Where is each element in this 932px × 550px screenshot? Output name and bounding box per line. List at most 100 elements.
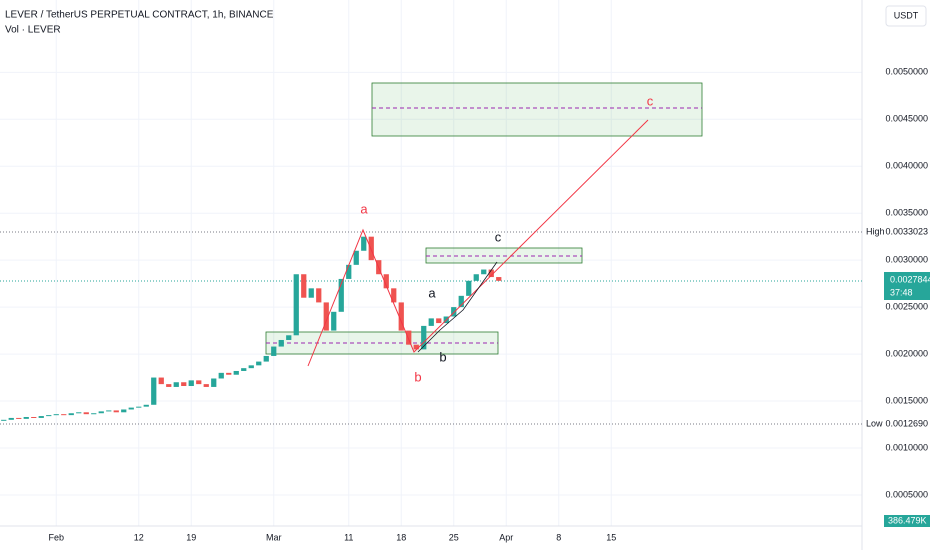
target-zone [371,82,703,137]
indicator-label: Vol · LEVER [5,25,61,36]
x-tick-label: Apr [499,532,513,542]
candle [211,378,217,387]
candle [233,370,239,375]
wave-label: a [428,285,436,300]
candle [31,416,37,418]
currency-label: USDT [894,10,919,20]
candle [226,372,232,375]
candle [488,269,494,278]
candle [473,274,479,281]
volume-label: 386.479K [888,515,927,525]
candle [188,380,194,387]
high-value: 0.0033023 [885,226,928,236]
candle [286,335,292,340]
candle [308,288,314,298]
candle [248,365,254,369]
candle [361,236,367,251]
candle [68,413,74,416]
candle [458,295,464,308]
wave-black-line [417,261,498,353]
candle [293,274,299,336]
y-tick-label: 0.0035000 [885,208,928,218]
candle [451,307,457,317]
y-tick-label: 0.0050000 [885,67,928,77]
high-label: High [866,226,885,236]
candle [271,346,277,356]
candle [83,412,89,415]
wave-label: b [414,369,421,384]
candle [436,318,442,324]
candle [218,372,224,379]
x-tick-label: 18 [396,532,406,542]
wave-label: b [439,349,446,364]
candle [121,409,127,413]
candle [323,302,329,331]
candle [278,339,284,347]
x-tick-label: 15 [606,532,616,542]
candle [241,368,247,371]
candle [53,414,59,416]
wave-label: c [647,93,654,108]
x-tick-label: 8 [556,532,561,542]
candle [1,419,7,421]
candle [316,288,322,303]
candle [106,410,112,412]
candle [263,355,269,362]
candle [481,269,487,275]
candle [256,361,262,366]
x-tick-label: 19 [186,532,196,542]
candle [346,264,352,279]
y-tick-label: 0.0020000 [885,348,928,358]
y-tick-label: 0.0040000 [885,161,928,171]
price-axis: 0.0005000 0.0010000 0.0015000 0.0020000 0.00… [885,67,928,500]
wave-label: a [360,201,368,216]
volume-box [884,515,930,527]
candle [158,377,164,385]
x-tick-label: 11 [344,532,353,542]
y-tick-label: 0.0045000 [885,114,928,124]
candle [151,377,157,405]
y-tick-label: 0.0030000 [885,255,928,265]
candle [181,382,187,387]
candle [166,384,172,387]
candle [136,406,142,408]
candle [143,404,149,407]
x-tick-label: 25 [449,532,459,542]
candle [383,274,389,289]
candle [76,412,82,414]
candle [331,311,337,331]
last-price-box [884,272,930,300]
candle [23,416,29,419]
candle [301,274,307,298]
currency-button[interactable] [885,5,927,27]
candle [16,417,22,419]
candle [428,318,434,326]
candle [98,411,104,414]
candle [496,277,502,281]
candle [338,278,344,312]
low-label: Low [866,418,883,428]
last-price: 0.0027844 [890,274,932,284]
candle [61,414,67,416]
candle [91,413,97,415]
candle [421,325,427,350]
low-value: 0.0012690 [885,418,928,428]
candle [368,236,374,261]
countdown: 37:48 [890,287,913,297]
candle [46,415,52,417]
candle [8,417,14,420]
candle [196,380,202,385]
x-tick-label: 12 [134,532,144,542]
candle [398,302,404,331]
candle [113,410,119,413]
x-tick-label: Mar [266,532,282,542]
wave-red-line [307,119,649,367]
chart-title: LEVER / TetherUS PERPETUAL CONTRACT, 1h,… [5,10,274,21]
candle [128,407,134,410]
y-tick-label: 0.0025000 [885,301,928,311]
wave-label: c [495,229,502,244]
candle [38,416,44,418]
